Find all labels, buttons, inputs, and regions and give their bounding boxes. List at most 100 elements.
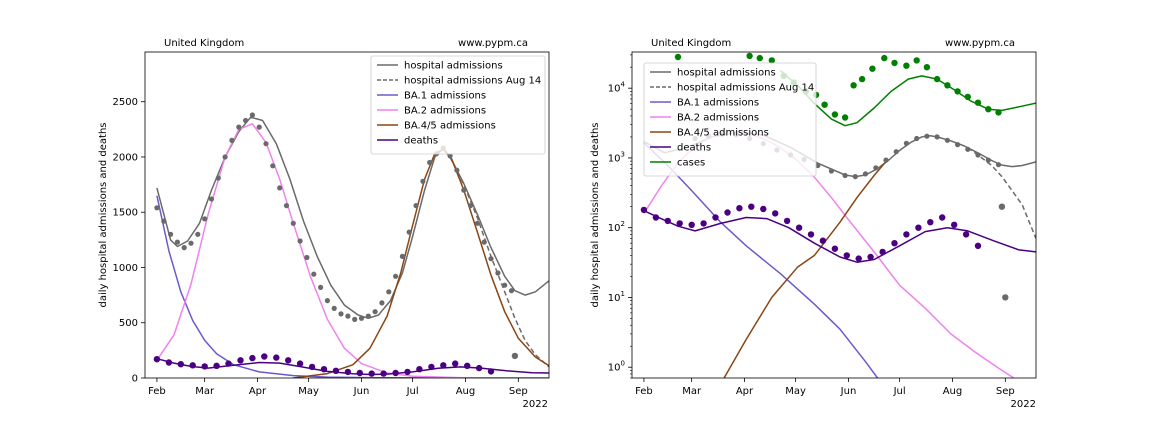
right-deaths-marker — [891, 240, 898, 247]
right-cases-marker — [881, 54, 888, 62]
left-x-tick-label: Sep — [509, 386, 528, 397]
left-hospital-marker — [277, 185, 283, 191]
right-deaths-marker — [652, 214, 660, 221]
right-deaths-marker — [772, 210, 779, 217]
left-x-tick-label: Jul — [406, 386, 419, 397]
left-legend: hospital admissions hospital admissions A… — [370, 55, 546, 155]
right-deaths-marker — [664, 217, 671, 225]
left-deaths-marker — [261, 353, 268, 360]
right-hospital-marker — [883, 157, 889, 163]
right-deaths-marker — [819, 237, 827, 244]
right-legend-label: hospital admissions Aug 14 — [677, 83, 814, 94]
left-hospital-marker — [386, 289, 392, 295]
right-hospital-marker — [842, 172, 848, 179]
right-plot-area: Feb Mar Apr May Jun Jul Aug Sep 100 101 102 103 104 h… — [608, 51, 1037, 397]
left-hospital-marker — [331, 305, 337, 311]
left-hospital-marker — [502, 282, 508, 288]
left-hospital-marker — [195, 231, 201, 237]
right-deaths-marker — [688, 221, 695, 228]
left-hospital-marker — [393, 273, 399, 279]
left-deaths-marker — [177, 361, 184, 368]
left-deaths-marker — [487, 368, 495, 375]
right-x-tick-label: Sep — [996, 386, 1015, 397]
right-legend: hospital admissions hospital admissions A… — [643, 62, 817, 177]
left-legend-box — [370, 55, 546, 155]
right-x-tick-label: Jul — [893, 386, 906, 397]
left-hospital-marker — [283, 203, 290, 209]
left-hospital-marker — [202, 216, 208, 222]
right-cases-marker — [841, 114, 849, 121]
right-deaths-marker — [974, 242, 982, 249]
right-deaths-marker — [867, 253, 874, 261]
left-legend-label: hospital admissions Aug 14 — [404, 76, 541, 87]
left-hospital-marker — [413, 203, 419, 209]
right-year-label: 2022 — [1011, 399, 1036, 410]
left-deaths-marker — [189, 362, 196, 369]
left-deaths-marker — [380, 370, 387, 377]
left-year-label: 2022 — [523, 399, 548, 410]
left-hospital-marker — [188, 240, 194, 246]
right-cases-marker — [985, 106, 992, 113]
left-legend-label: BA.4/5 admissions — [404, 121, 496, 132]
right-deaths-marker — [724, 209, 731, 216]
right-deaths-marker — [640, 206, 648, 214]
left-deaths-marker — [344, 368, 352, 376]
right-cases-marker — [756, 54, 763, 62]
left-region-label: United Kingdom — [164, 38, 244, 49]
left-deaths-marker — [320, 366, 328, 373]
left-x-tick-label: Mar — [195, 386, 215, 397]
left-chart-panel: United Kingdom www.pypm.ca daily hospita… — [98, 38, 550, 410]
left-deaths-marker — [332, 367, 340, 374]
right-source-label: www.pypm.ca — [945, 38, 1015, 49]
right-deaths-marker — [951, 221, 958, 228]
right-cases-marker — [850, 82, 857, 89]
right-deaths-marker — [748, 203, 755, 210]
left-hospital-marker — [454, 167, 460, 173]
left-hospital-marker — [345, 313, 351, 319]
left-deaths-marker — [296, 360, 304, 367]
left-hospital-marker — [468, 203, 474, 209]
left-legend-label: BA.1 admissions — [404, 91, 486, 102]
left-deaths-marker — [416, 366, 423, 373]
right-y-tick-label: 101 — [608, 290, 625, 304]
left-hospital-marker — [358, 315, 365, 321]
right-series-deaths-line — [643, 210, 1036, 263]
left-deaths-marker — [308, 363, 316, 371]
left-hospital-marker — [338, 311, 344, 317]
right-deaths-marker — [676, 220, 683, 227]
right-hospital-marker — [1002, 294, 1009, 301]
right-region-label: United Kingdom — [651, 38, 731, 49]
right-series-ba45-line — [723, 159, 889, 378]
left-x-tick-label: May — [298, 386, 319, 397]
left-source-label: www.pypm.ca — [458, 38, 528, 49]
right-deaths-marker — [795, 224, 803, 231]
left-y-tick-label: 2500 — [113, 97, 138, 108]
right-hospital-marker — [873, 165, 879, 171]
left-hospital-marker — [488, 256, 494, 262]
left-deaths-marker — [368, 370, 375, 377]
left-deaths-marker — [225, 360, 232, 367]
left-hospital-marker — [263, 141, 269, 147]
right-hospital-marker — [862, 171, 869, 177]
left-deaths-marker — [273, 354, 280, 361]
right-cases-marker — [913, 57, 920, 64]
right-axes-frame — [631, 51, 1037, 379]
right-hospital-marker — [828, 168, 835, 174]
right-cases-marker — [891, 59, 898, 67]
right-hospital-marker — [998, 203, 1006, 210]
right-cases-marker — [858, 75, 866, 83]
right-hospital-marker — [893, 149, 899, 155]
right-x-tick-label: Feb — [635, 386, 653, 397]
left-deaths-marker — [392, 369, 399, 377]
left-axes-frame — [144, 51, 550, 379]
left-hospital-marker — [236, 124, 242, 130]
left-hospital-marker — [168, 231, 174, 237]
left-legend-label: deaths — [404, 136, 438, 147]
left-hospital-marker — [427, 159, 433, 166]
right-y-axis-label: daily hospital admissions and deaths — [590, 122, 601, 307]
right-deaths-marker — [903, 231, 910, 238]
left-hospital-marker — [352, 316, 358, 322]
right-hospital-marker — [903, 140, 910, 146]
left-y-axis-label: daily hospital admissions and deaths — [98, 122, 109, 307]
left-y-tick-label: 0 — [132, 374, 138, 385]
